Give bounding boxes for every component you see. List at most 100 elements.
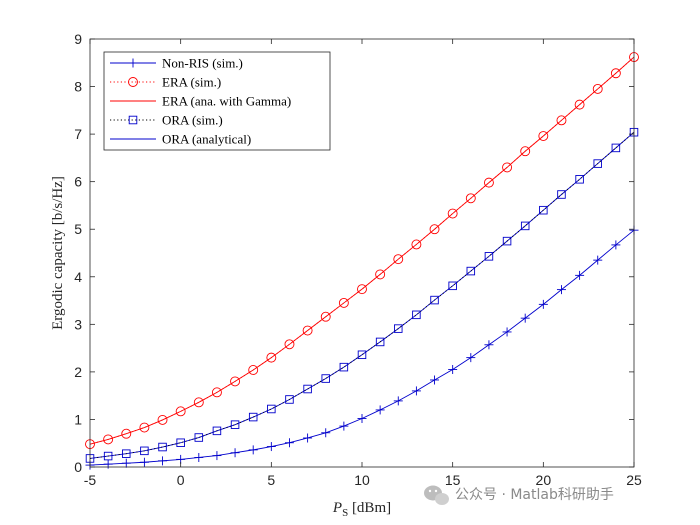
data-point-square	[611, 143, 621, 153]
data-point-square	[248, 412, 258, 422]
data-point-circle	[320, 311, 331, 322]
series-line	[89, 131, 635, 459]
data-point-square	[593, 159, 602, 168]
data-point-circle	[429, 224, 440, 235]
legend: Non-RIS (sim.) ERA (sim.) ERA (ana. with G…	[103, 51, 331, 151]
data-point-plus	[393, 396, 403, 406]
data-point-plus	[230, 448, 240, 458]
x-tick-label: 5	[267, 472, 275, 488]
data-point-square	[267, 404, 276, 414]
watermark-text: 公众号 · Matlab科研助手	[455, 487, 614, 503]
series-line	[89, 56, 635, 445]
data-point-circle	[157, 414, 168, 425]
x-axis-title: PS [dBm]	[332, 500, 391, 519]
data-point-circle	[502, 162, 513, 173]
data-point-plus	[248, 445, 258, 455]
legend-label: ERA (ana. with Gamma)	[162, 94, 291, 109]
legend-marker-square	[128, 115, 138, 125]
series-2	[89, 56, 635, 445]
data-point-square	[176, 438, 185, 447]
y-tick-label: 7	[74, 126, 82, 142]
data-point-circle	[483, 177, 494, 188]
data-point-square	[466, 266, 476, 276]
data-point-plus	[339, 421, 349, 431]
legend-marker-circle	[128, 77, 138, 87]
data-point-circle	[393, 254, 404, 265]
data-point-square	[285, 395, 294, 404]
data-point-circle	[338, 297, 349, 308]
data-point-circle	[538, 131, 549, 141]
watermark: 公众号 · Matlab科研助手	[424, 485, 614, 505]
y-tick-label: 2	[74, 364, 82, 380]
wechat-icon	[424, 485, 449, 505]
data-point-plus	[575, 270, 585, 280]
data-point-circle	[357, 284, 367, 295]
y-tick-label: 3	[74, 316, 82, 332]
data-point-square	[357, 350, 367, 360]
data-point-plus	[430, 375, 440, 385]
data-point-plus	[593, 255, 603, 265]
data-point-square	[412, 310, 421, 320]
legend-marker-plus	[128, 58, 138, 68]
data-point-square	[230, 420, 240, 429]
y-tick-label: 5	[74, 221, 82, 237]
data-point-square	[557, 190, 566, 199]
data-point-square	[194, 433, 204, 442]
x-axis-title-main: P	[332, 500, 342, 516]
data-point-circle	[193, 397, 204, 408]
y-tick-label: 9	[74, 31, 82, 47]
data-point-plus	[212, 451, 222, 461]
data-point-square	[212, 426, 222, 436]
data-point-circle	[574, 99, 585, 110]
x-axis-title-unit: [dBm]	[352, 500, 391, 516]
data-point-plus	[466, 353, 476, 363]
series-layer	[85, 52, 639, 470]
legend-label: Non-RIS (sim.)	[162, 56, 243, 71]
y-tick-label: 6	[74, 174, 82, 190]
data-point-circle	[610, 68, 621, 79]
data-point-plus	[375, 405, 385, 415]
data-point-plus	[520, 313, 530, 323]
y-axis-title: Ergodic capacity [b/s/Hz]	[50, 176, 66, 330]
data-point-circle	[230, 376, 241, 387]
data-point-circle	[556, 115, 567, 126]
series-1	[85, 52, 639, 450]
data-point-square	[303, 384, 312, 394]
y-tick-label: 8	[74, 79, 82, 95]
data-point-square	[448, 281, 457, 291]
data-point-square	[430, 295, 439, 305]
data-point-circle	[302, 325, 313, 336]
data-point-plus	[266, 442, 276, 452]
data-point-plus	[158, 456, 168, 466]
data-point-circle	[375, 269, 386, 280]
data-point-plus	[194, 452, 204, 462]
data-point-square	[484, 252, 494, 261]
data-point-plus	[538, 299, 548, 309]
x-tick-label: 10	[354, 472, 370, 488]
data-point-circle	[465, 193, 476, 204]
data-point-square	[539, 205, 548, 215]
data-point-plus	[357, 413, 367, 423]
data-point-square	[321, 374, 330, 383]
data-point-plus	[484, 340, 494, 350]
data-point-square	[140, 446, 149, 456]
data-point-square	[122, 449, 131, 458]
data-point-plus	[284, 438, 294, 448]
data-point-circle	[592, 83, 603, 94]
series-0	[85, 225, 639, 470]
data-point-plus	[502, 327, 512, 337]
data-point-circle	[248, 365, 259, 375]
data-point-square	[394, 324, 403, 333]
data-point-square	[375, 337, 385, 347]
data-point-circle	[447, 208, 458, 219]
data-point-circle	[175, 406, 186, 417]
x-tick-label: 15	[445, 472, 461, 488]
y-tick-label: 0	[74, 459, 82, 475]
legend-label: ORA (analytical)	[162, 132, 251, 147]
data-point-plus	[303, 433, 313, 443]
data-point-plus	[121, 458, 131, 468]
x-axis-title-sub: S	[342, 507, 348, 519]
series-3	[85, 127, 639, 463]
